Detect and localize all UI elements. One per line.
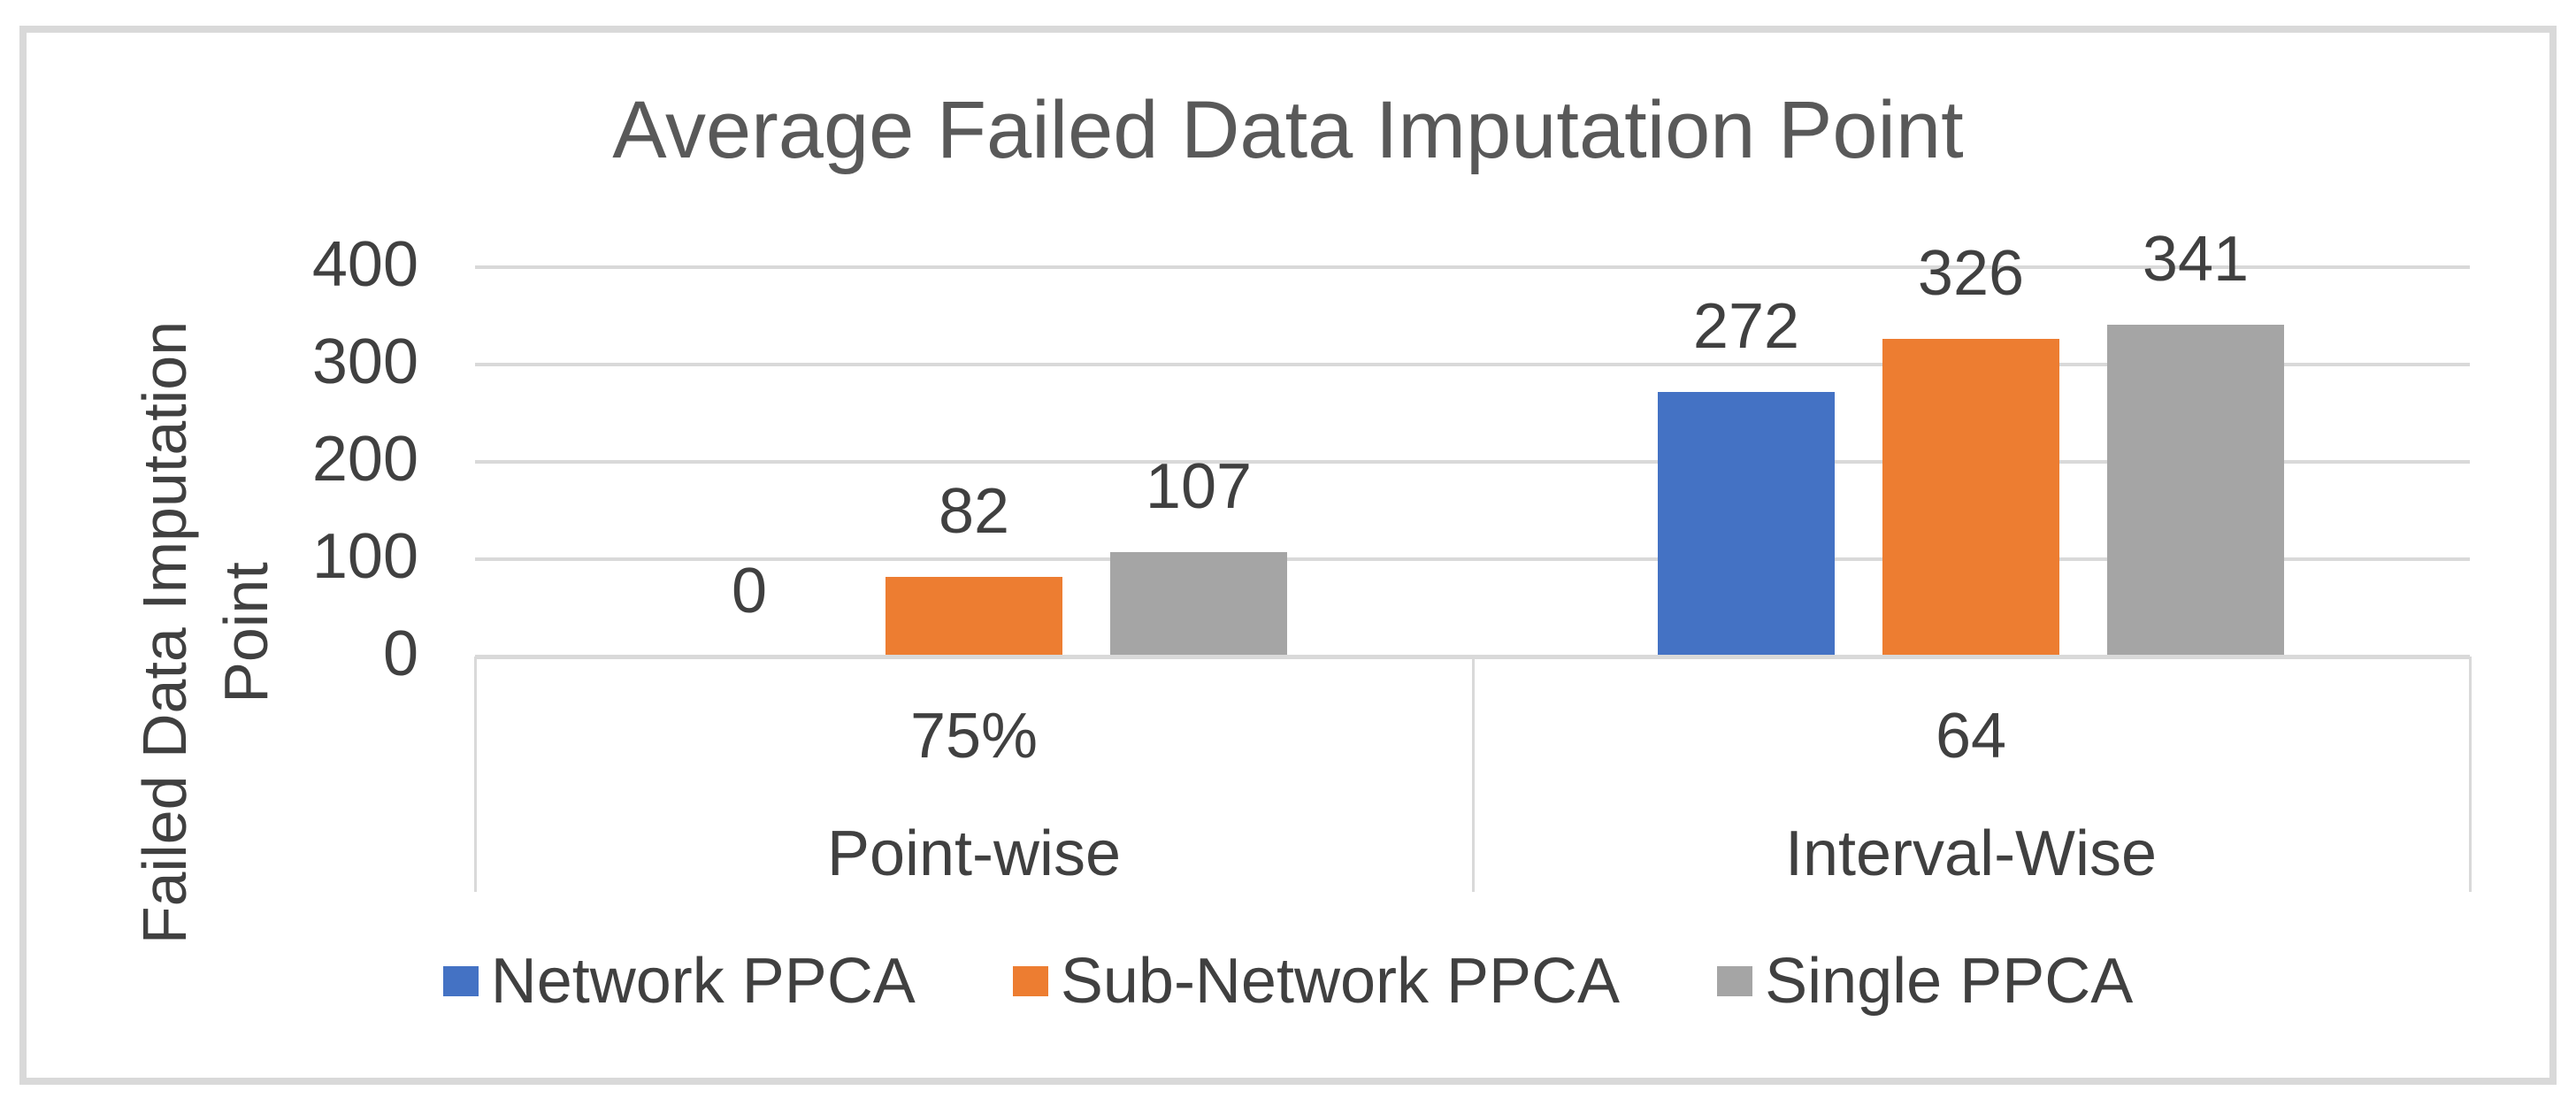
gridline bbox=[475, 363, 2470, 366]
chart-title: Average Failed Data Imputation Point bbox=[612, 85, 1964, 175]
bar bbox=[1110, 552, 1287, 657]
bar bbox=[886, 577, 1062, 657]
legend-swatch-icon bbox=[442, 966, 479, 996]
category-sub-label: 64 bbox=[1935, 701, 2007, 772]
legend-label: Single PPCA bbox=[1765, 946, 2134, 1017]
x-axis-line bbox=[475, 655, 2470, 659]
y-axis-tick-labels: 0 100 200 300 400 bbox=[0, 0, 418, 1106]
category-separator bbox=[1472, 657, 1475, 892]
gridline bbox=[475, 460, 2470, 464]
legend-item: Single PPCA bbox=[1717, 948, 2133, 1015]
y-tick-label: 0 bbox=[382, 618, 418, 689]
gridline bbox=[475, 265, 2470, 269]
bar bbox=[2107, 325, 2284, 657]
y-tick-label: 200 bbox=[311, 424, 418, 495]
legend-swatch-icon bbox=[1717, 966, 1753, 996]
bar-data-label: 82 bbox=[938, 476, 1010, 547]
bar-data-label: 326 bbox=[1917, 238, 2025, 309]
bar-data-label: 0 bbox=[731, 556, 768, 626]
category-label: Point-wise bbox=[826, 818, 1122, 889]
legend: Network PPCA Sub-Network PPCA Single PPCA bbox=[0, 948, 2576, 1015]
bar-data-label: 272 bbox=[1692, 291, 1800, 362]
legend-label: Sub-Network PPCA bbox=[1060, 946, 1621, 1017]
y-tick-label: 100 bbox=[311, 521, 418, 592]
category-separator bbox=[474, 657, 477, 892]
category-separator bbox=[2469, 657, 2472, 892]
bar bbox=[1882, 339, 2059, 657]
y-tick-label: 400 bbox=[311, 229, 418, 300]
y-tick-label: 300 bbox=[311, 326, 418, 397]
bar-data-label: 341 bbox=[2142, 224, 2250, 295]
legend-item: Sub-Network PPCA bbox=[1012, 946, 1621, 1017]
category-label: Interval-Wise bbox=[1784, 818, 2158, 889]
category-sub-label: 75% bbox=[909, 701, 1039, 772]
legend-label: Network PPCA bbox=[490, 946, 916, 1017]
bar-data-label: 107 bbox=[1145, 451, 1253, 522]
gridline bbox=[475, 557, 2470, 561]
bar bbox=[1658, 392, 1835, 657]
legend-item: Network PPCA bbox=[442, 946, 916, 1017]
legend-swatch-icon bbox=[1012, 966, 1048, 996]
